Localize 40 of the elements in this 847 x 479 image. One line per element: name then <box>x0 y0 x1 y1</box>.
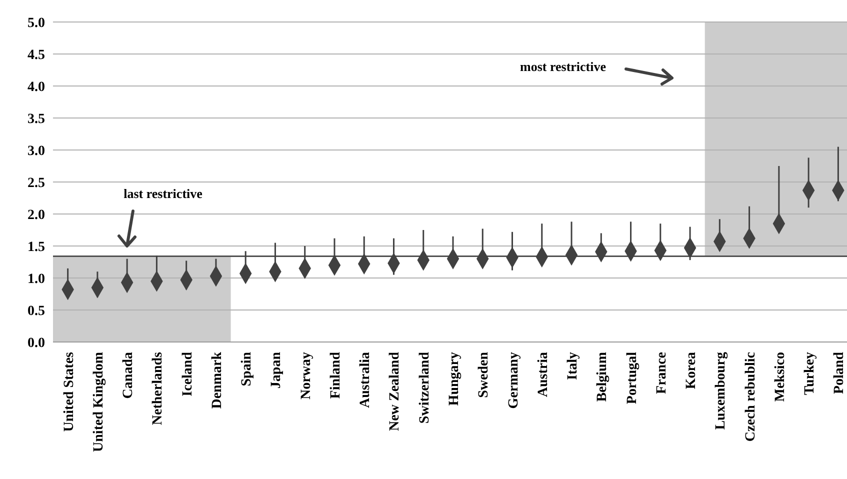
y-tick-label: 5.0 <box>28 16 45 31</box>
x-tick-label: Luxembourg <box>714 352 729 430</box>
x-tick-label: Iceland <box>180 352 196 396</box>
x-tick-label: Sweden <box>476 352 492 398</box>
x-tick-label: Hungary <box>447 352 462 406</box>
y-tick-label: 1.5 <box>28 240 45 255</box>
x-tick-label: Australia <box>358 352 374 408</box>
x-tick-label: New Zealand <box>388 352 403 431</box>
x-tick-label: United States <box>62 351 77 432</box>
x-tick-label: Japan <box>269 352 284 389</box>
x-tick-label: France <box>654 352 670 394</box>
y-tick-label: 0.0 <box>28 336 45 351</box>
y-tick-label: 0.5 <box>28 304 45 319</box>
x-tick-label: Finland <box>328 352 344 399</box>
annotation: last restrictive <box>124 186 203 201</box>
x-tick-label: United Kingdom <box>91 352 106 452</box>
y-tick-label: 3.0 <box>28 144 45 159</box>
x-tick-label: Turkey <box>802 352 818 396</box>
x-tick-label: Belgium <box>595 352 610 402</box>
y-tick-label: 4.5 <box>28 48 45 63</box>
y-tick-label: 2.0 <box>28 208 45 223</box>
annotation: most restrictive <box>520 59 606 74</box>
x-tick-label: Norway <box>298 352 314 400</box>
y-tick-label: 3.5 <box>28 112 45 127</box>
x-tick-label: Austria <box>536 352 551 398</box>
y-tick-label: 4.0 <box>28 80 45 95</box>
x-tick-label: Canada <box>121 352 136 399</box>
x-tick-label: Poland <box>832 352 847 394</box>
x-tick-label: Germany <box>506 352 522 409</box>
x-tick-label: Portugal <box>624 352 640 404</box>
x-tick-label: Meksico <box>772 352 788 402</box>
x-tick-label: Switzerland <box>417 352 432 424</box>
x-tick-label: Czech rebublic <box>743 352 758 442</box>
x-tick-label: Netherlands <box>150 351 166 426</box>
x-tick-label: Italy <box>566 352 581 380</box>
x-tick-label: Spain <box>240 352 255 386</box>
x-tick-label: Korea <box>684 352 700 390</box>
y-tick-label: 1.0 <box>28 272 45 287</box>
y-tick-label: 2.5 <box>28 176 45 191</box>
x-tick-label: Denmark <box>210 352 225 409</box>
